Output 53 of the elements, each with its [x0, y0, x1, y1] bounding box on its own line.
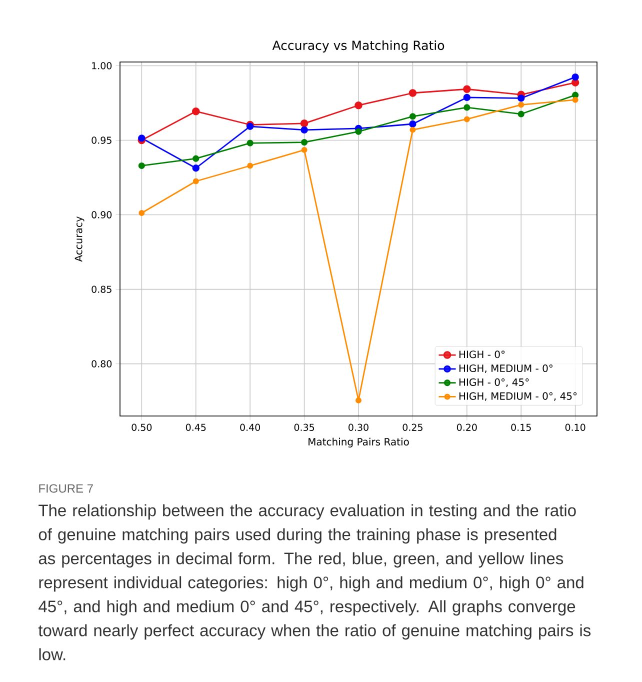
- point: [192, 155, 200, 162]
- y-tick-label: 0.80: [92, 360, 112, 368]
- y-tick-label: 0.85: [92, 286, 112, 293]
- point: [518, 94, 525, 102]
- y-tick-label: 1.00: [92, 62, 112, 70]
- point: [192, 178, 199, 184]
- point: [409, 120, 416, 128]
- x-tick-label: 0.15: [511, 424, 531, 431]
- point: [572, 92, 579, 98]
- point: [572, 96, 578, 103]
- point: [300, 126, 308, 134]
- x-axis-title: Matching Pairs Ratio: [308, 438, 409, 448]
- point: [464, 104, 470, 111]
- legend-label: HIGH, MEDIUM - 0°, 45°: [459, 392, 577, 401]
- point: [247, 162, 254, 169]
- x-tick-label: 0.30: [348, 424, 368, 431]
- chart-title: Accuracy vs Matching Ratio: [272, 40, 444, 52]
- y-tick-label: 0.95: [92, 136, 112, 144]
- point: [354, 101, 362, 110]
- caption: FIGURE 7: [39, 484, 93, 493]
- legend-label: HIGH - 0°, 45°: [459, 378, 529, 387]
- x-tick-label: 0.40: [240, 424, 260, 431]
- point: [138, 134, 146, 142]
- y-tick-label: 0.90: [92, 211, 112, 218]
- point: [246, 140, 254, 146]
- point: [464, 116, 470, 122]
- point: [518, 102, 524, 108]
- y-axis-title: Accuracy: [74, 216, 84, 262]
- point: [355, 128, 362, 135]
- point: [408, 89, 417, 97]
- point: [356, 397, 362, 404]
- x-tick-label: 0.35: [294, 424, 314, 431]
- point: [518, 110, 524, 118]
- x-tick-label: 0.10: [565, 424, 586, 431]
- x-tick-label: 0.50: [132, 424, 152, 431]
- point: [301, 139, 308, 146]
- point: [409, 113, 416, 120]
- point: [138, 162, 145, 170]
- legend-label: HIGH - 0°: [459, 350, 505, 358]
- point: [463, 85, 471, 94]
- legend-label: HIGH, MEDIUM - 0°: [459, 364, 552, 374]
- x-tick-label: 0.45: [186, 424, 206, 431]
- point: [192, 107, 200, 116]
- point: [410, 126, 416, 133]
- point: [300, 120, 308, 128]
- point: [301, 146, 308, 153]
- point: [463, 94, 470, 102]
- point: [138, 210, 145, 216]
- point: [192, 164, 200, 172]
- point: [572, 73, 579, 81]
- x-tick-label: 0.20: [456, 424, 477, 431]
- x-tick-label: 0.25: [402, 424, 422, 431]
- text: The relationship between the accuracy evaluation in testing and the ratio of genuine matching pairs used during the training phase is presented as percentages in decimal form. The red, blue, green, and yellow lines represent individual categories: high 0°, high and medium 0°, high 0° and 45°, and high and medium 0° and 45°, respectively. All graphs converge toward nearly perfect accuracy when the ratio of genuine matching pairs is low.: [38, 504, 591, 660]
